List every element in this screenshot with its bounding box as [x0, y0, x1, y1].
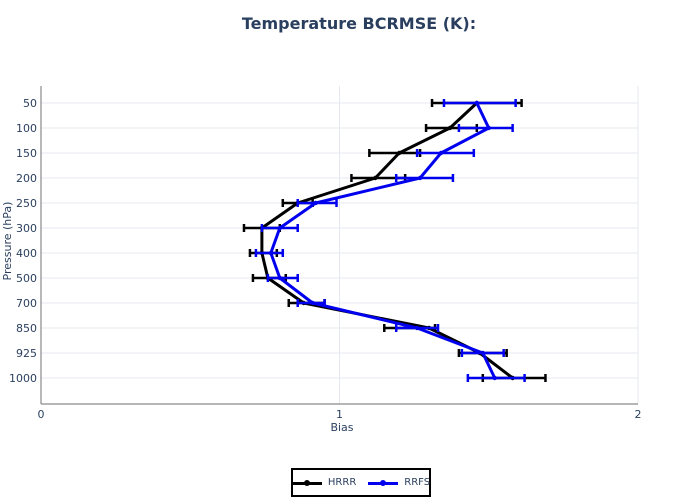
grid-lines: [41, 86, 639, 404]
data-point: [268, 250, 274, 256]
y-tick-label: 500: [16, 272, 37, 285]
data-point: [414, 325, 420, 331]
legend-swatch-hrrr-icon: [291, 477, 322, 489]
y-tick-label: 850: [16, 322, 37, 335]
x-axis-label: Bias: [330, 421, 353, 434]
y-tick-label: 925: [16, 347, 37, 360]
series-hrrr: [242, 99, 547, 382]
series-layer: [242, 99, 547, 382]
series-rrfs: [254, 99, 526, 382]
y-tick-label: 50: [23, 97, 37, 110]
legend-item-rrfs[interactable]: RRFS: [368, 477, 430, 489]
data-point: [310, 300, 315, 306]
chart-axes: [40, 86, 638, 405]
data-point: [417, 175, 423, 181]
y-tick-label: 200: [16, 172, 37, 185]
y-axis-label: Pressure (hPa): [1, 202, 14, 281]
y-tick-label: 250: [16, 197, 37, 210]
data-point: [438, 150, 444, 156]
data-point: [492, 375, 497, 381]
legend-swatch-rrfs-icon: [368, 477, 399, 489]
data-point: [486, 125, 491, 131]
data-point: [277, 225, 282, 231]
series-line: [260, 101, 514, 380]
data-point: [313, 200, 318, 206]
series-line: [269, 102, 497, 379]
y-tick-label: 700: [16, 297, 37, 310]
x-tick-label: 2: [635, 408, 642, 421]
y-tick-label: 400: [16, 247, 37, 260]
x-axis-ticks: 0 1 2: [38, 408, 642, 421]
legend-item-hrrr[interactable]: HRRR: [291, 477, 357, 489]
legend-label-rrfs: RRFS: [404, 477, 431, 488]
data-point: [373, 175, 378, 181]
data-point: [474, 100, 480, 106]
y-tick-label: 150: [16, 147, 37, 160]
legend: HRRR RRFS: [291, 468, 431, 497]
y-tick-label: 1000: [9, 372, 37, 385]
y-tick-label: 100: [16, 122, 37, 135]
x-tick-label: 1: [336, 408, 343, 421]
data-point: [480, 350, 485, 356]
chart-title: Temperature BCRMSE (K):: [241, 14, 477, 33]
legend-label-hrrr: HRRR: [327, 477, 357, 488]
x-tick-label: 0: [38, 408, 45, 421]
y-axis-ticks: 50 100 150 200 250 300 400 500 700 850 925 1000: [9, 97, 37, 385]
y-tick-label: 300: [16, 222, 37, 235]
data-point: [447, 125, 453, 131]
data-point: [397, 150, 402, 156]
data-point: [277, 275, 282, 281]
